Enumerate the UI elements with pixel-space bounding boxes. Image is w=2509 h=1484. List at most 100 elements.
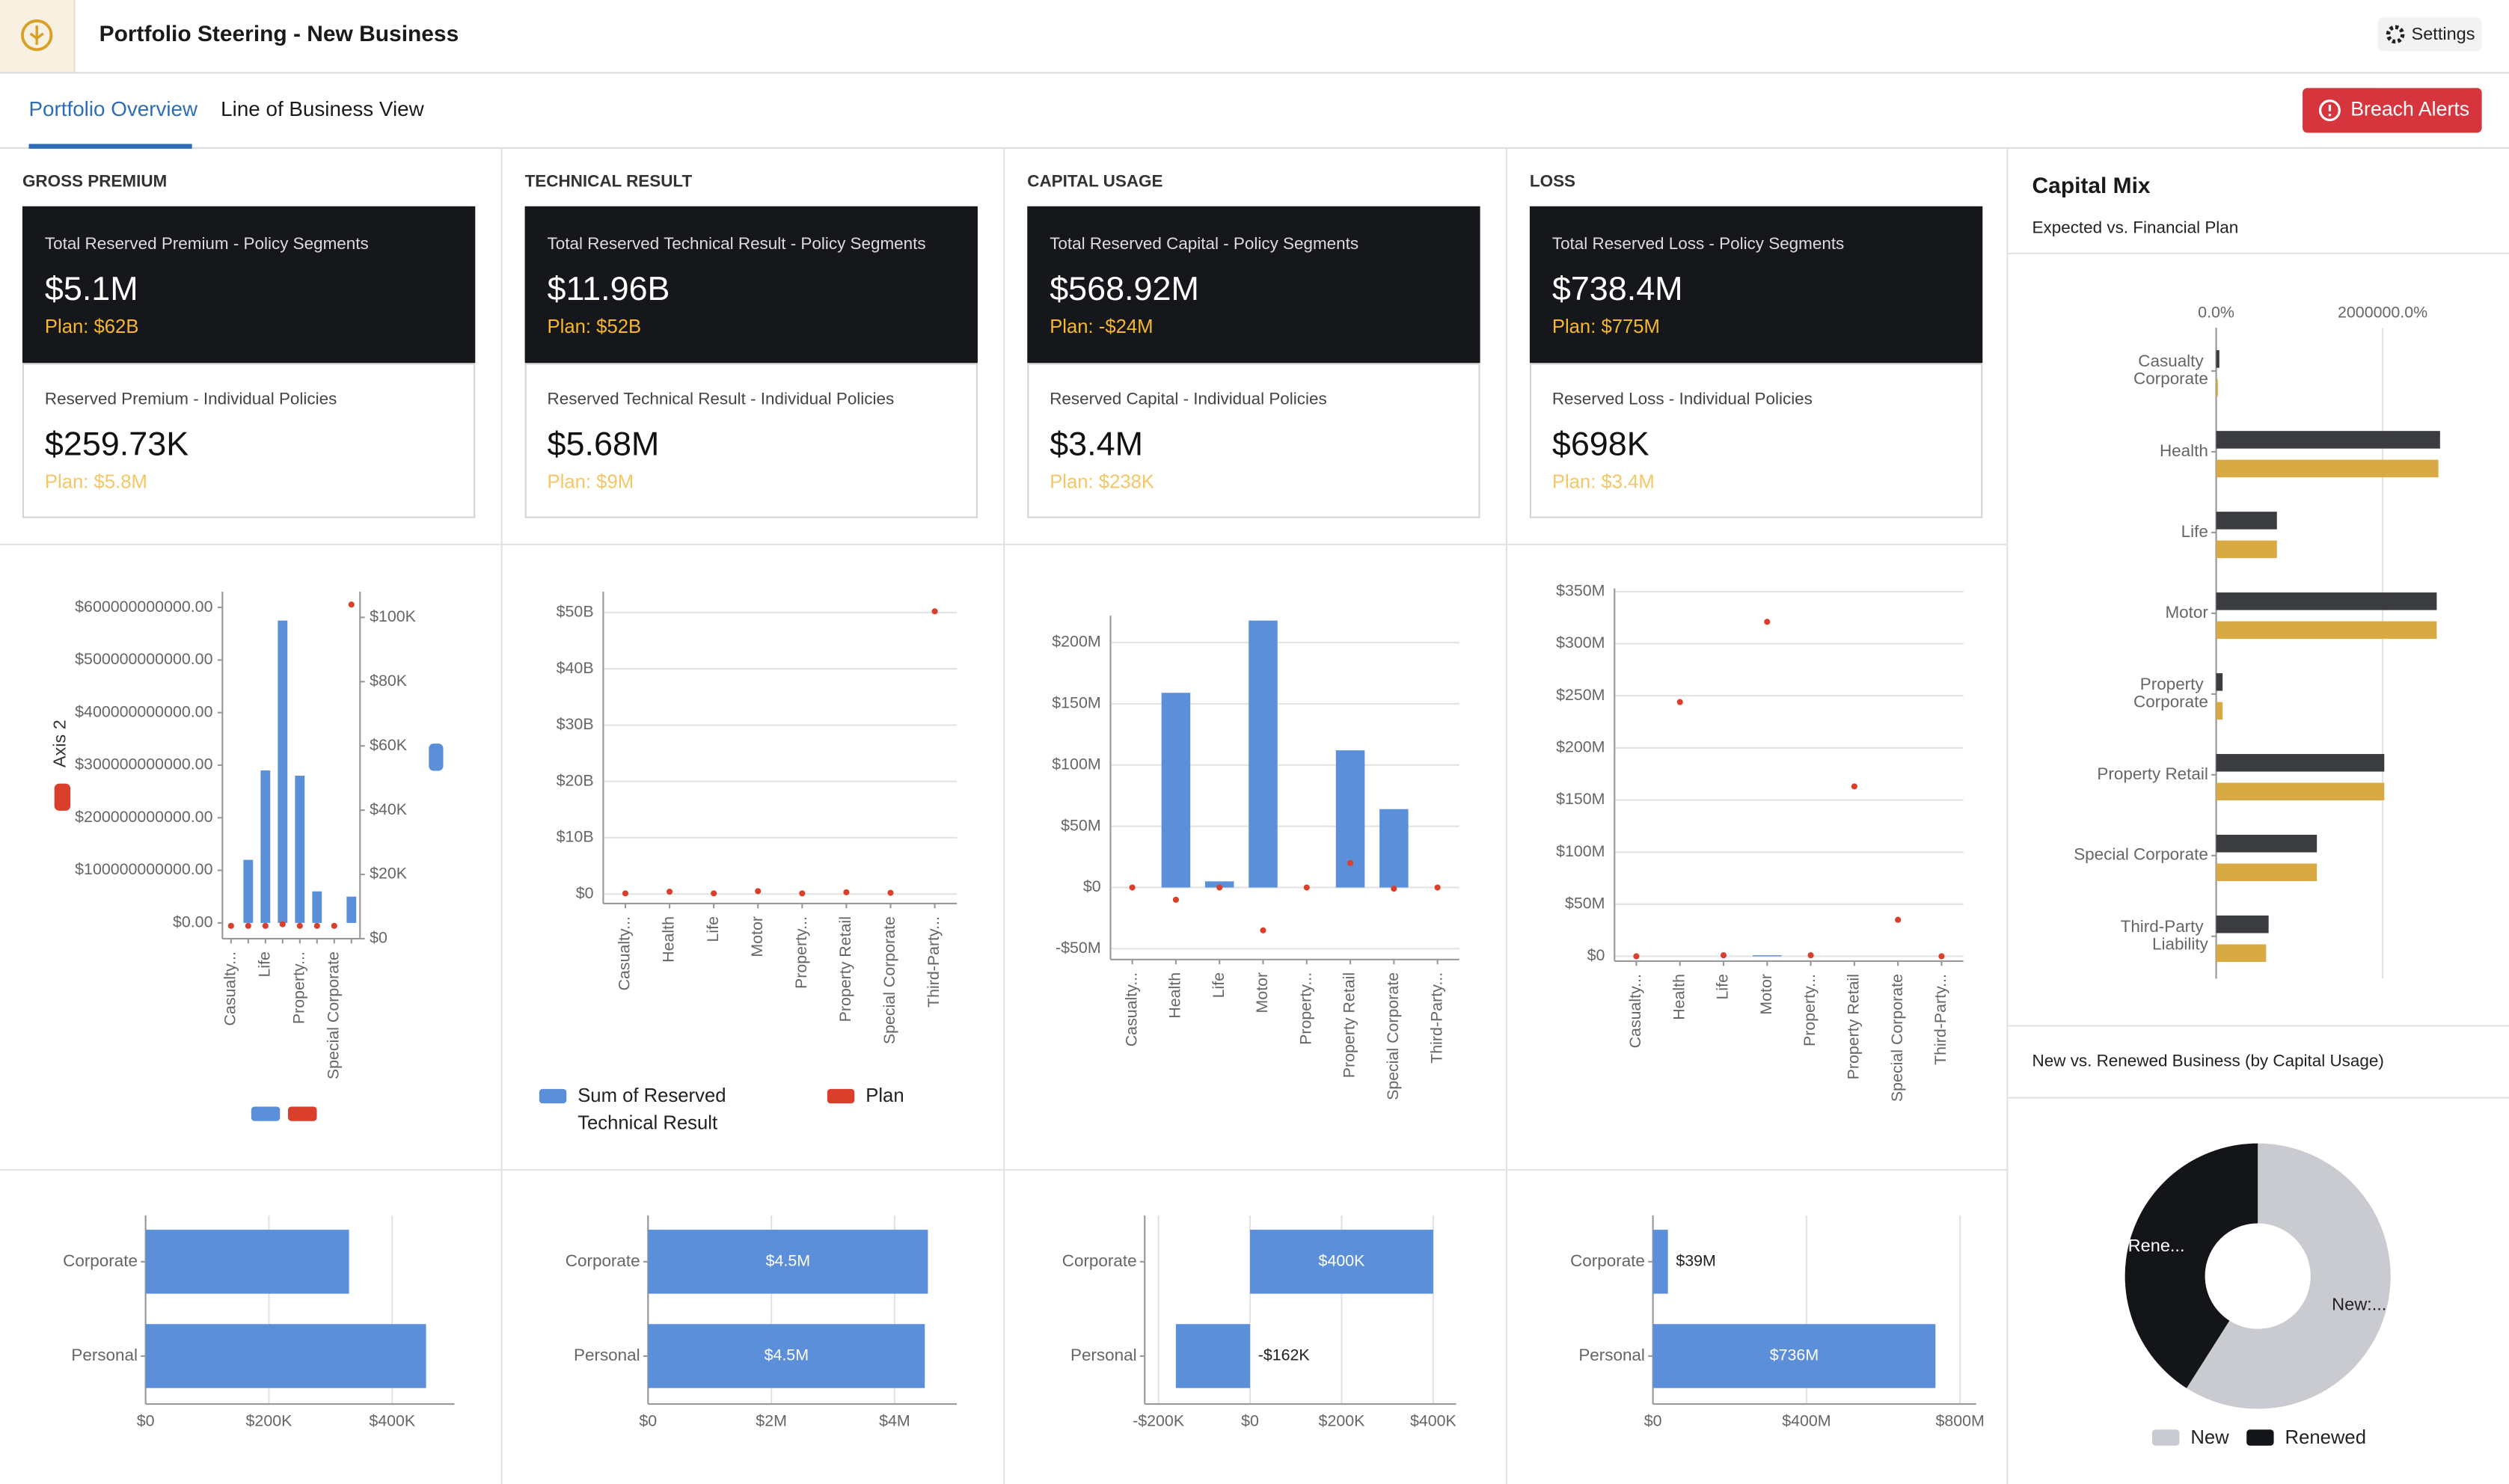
y-tick-label: Property Retail — [2097, 764, 2208, 783]
x-tick-label: Health — [1670, 974, 1688, 1020]
capital-mix-subtitle: Expected vs. Financial Plan — [2032, 218, 2239, 237]
point — [1633, 953, 1640, 960]
bar — [2216, 702, 2223, 720]
card-plan: Plan: $5.8M — [45, 471, 147, 492]
panel-separators — [0, 148, 2509, 1484]
y-tick-label: Personal — [574, 1346, 640, 1364]
x-tick-label: Special Corporate — [1888, 974, 1906, 1102]
x-tick-label: Third-Party... — [1931, 974, 1949, 1065]
card-label: Reserved Capital - Individual Policies — [1050, 389, 1327, 408]
y-tick-label: Corporate — [1062, 1251, 1137, 1270]
legend-entry: Plan — [866, 1085, 904, 1107]
x-tick-label: Property Retail — [1341, 972, 1358, 1078]
y-tick-label: $300000000000.00 — [75, 755, 212, 773]
card-plan: Plan: -$24M — [1050, 316, 1153, 337]
y-tick-label: Motor — [2165, 603, 2208, 622]
legend-entry: Sum of Reserved Technical Result — [578, 1085, 726, 1134]
headline-card — [524, 206, 978, 364]
x-tick-label: Property Retail — [836, 916, 854, 1022]
bar — [2216, 512, 2277, 530]
y-tick-label: $200M — [1052, 633, 1100, 651]
y-tick-label: $150M — [1052, 694, 1100, 712]
bar — [2216, 944, 2267, 962]
data-label: $736M — [1770, 1346, 1819, 1364]
bar — [2216, 621, 2437, 640]
bar — [1753, 955, 1782, 957]
y-tick-label: Corporate — [1570, 1251, 1645, 1270]
x-tick-label: Motor — [748, 916, 766, 957]
y-tick-label: $0 — [1587, 946, 1605, 964]
y-tick-label: Personal — [1070, 1346, 1137, 1364]
bar — [2216, 782, 2385, 801]
axis-swatch — [429, 743, 444, 771]
bar — [243, 859, 254, 923]
x-tick-label: Property... — [290, 951, 307, 1024]
x-tick-label: Property... — [1801, 974, 1819, 1046]
legend-label: New — [2190, 1427, 2229, 1448]
bar — [346, 896, 357, 923]
headline-card — [1027, 206, 1480, 364]
point — [887, 889, 894, 896]
y-tick-label: Health — [2160, 441, 2208, 460]
x-tick-label: $0 — [1241, 1411, 1259, 1429]
data-label: $4.5M — [765, 1346, 809, 1364]
card-value: $5.68M — [548, 424, 660, 462]
point — [331, 922, 337, 929]
point — [1216, 884, 1223, 891]
settings-label[interactable]: Settings — [2412, 24, 2475, 43]
tab-active[interactable]: Portfolio Overview — [29, 97, 199, 120]
point — [1347, 859, 1354, 866]
card-label: Total Reserved Premium - Policy Segments — [45, 234, 369, 253]
x-tick-label: Third-Party... — [925, 916, 943, 1008]
legend-swatch — [2151, 1429, 2180, 1446]
point — [1895, 916, 1902, 923]
bar — [145, 1230, 349, 1294]
donut-title: New vs. Renewed Business (by Capital Usa… — [2032, 1052, 2384, 1070]
card-value: $11.96B — [548, 269, 670, 307]
y-tick-label: $50M — [1061, 816, 1100, 834]
card-label: Total Reserved Loss - Policy Segments — [1552, 234, 1844, 253]
breach-alerts-label[interactable]: Breach Alerts — [2350, 98, 2469, 120]
x-tick-label: Casualty... — [1626, 974, 1644, 1048]
bar — [1335, 750, 1365, 888]
y-tick-label: $200M — [1556, 738, 1605, 756]
point — [1851, 783, 1857, 790]
donut-slice — [2187, 1143, 2391, 1409]
section-title: CAPITAL USAGE — [1027, 172, 1162, 191]
capital-mix-title: Capital Mix — [2032, 174, 2151, 198]
x-tick-label: 0.0% — [2198, 304, 2234, 322]
tab[interactable]: Line of Business View — [221, 97, 424, 120]
point — [1172, 896, 1179, 903]
point — [313, 922, 320, 929]
axis-swatch — [54, 783, 71, 811]
breach-alerts-button[interactable] — [2303, 88, 2482, 133]
point — [1129, 884, 1136, 891]
card-value: $259.73K — [45, 424, 189, 462]
section-title: LOSS — [1530, 172, 1575, 191]
x-tick-label: Casualty... — [616, 916, 634, 990]
y-tick-label: $100M — [1556, 842, 1605, 860]
card-value: $738.4M — [1552, 269, 1683, 307]
settings-button[interactable] — [2377, 17, 2482, 52]
point — [931, 608, 938, 615]
card-value: $698K — [1552, 424, 1649, 462]
bar — [260, 770, 271, 923]
headline-card — [1529, 206, 1983, 364]
point — [1676, 699, 1683, 705]
y-tick-label: Personal — [1578, 1346, 1645, 1364]
x-tick-label: $400M — [1782, 1411, 1831, 1429]
y-tick-label: $0 — [576, 884, 594, 902]
point — [1391, 886, 1397, 892]
bar — [648, 1230, 928, 1294]
donut-slice — [2124, 1143, 2258, 1388]
y-tick-label: $10B — [557, 828, 594, 846]
bar — [1652, 1324, 1936, 1388]
point — [1807, 952, 1814, 959]
card-plan: Plan: $775M — [1552, 316, 1660, 337]
tab-underline — [28, 144, 192, 149]
y2-tick-label: $60K — [370, 736, 408, 754]
y2-tick-label: $0 — [370, 929, 387, 947]
card-value: $5.1M — [45, 269, 138, 307]
data-label: -$162K — [1258, 1346, 1311, 1364]
